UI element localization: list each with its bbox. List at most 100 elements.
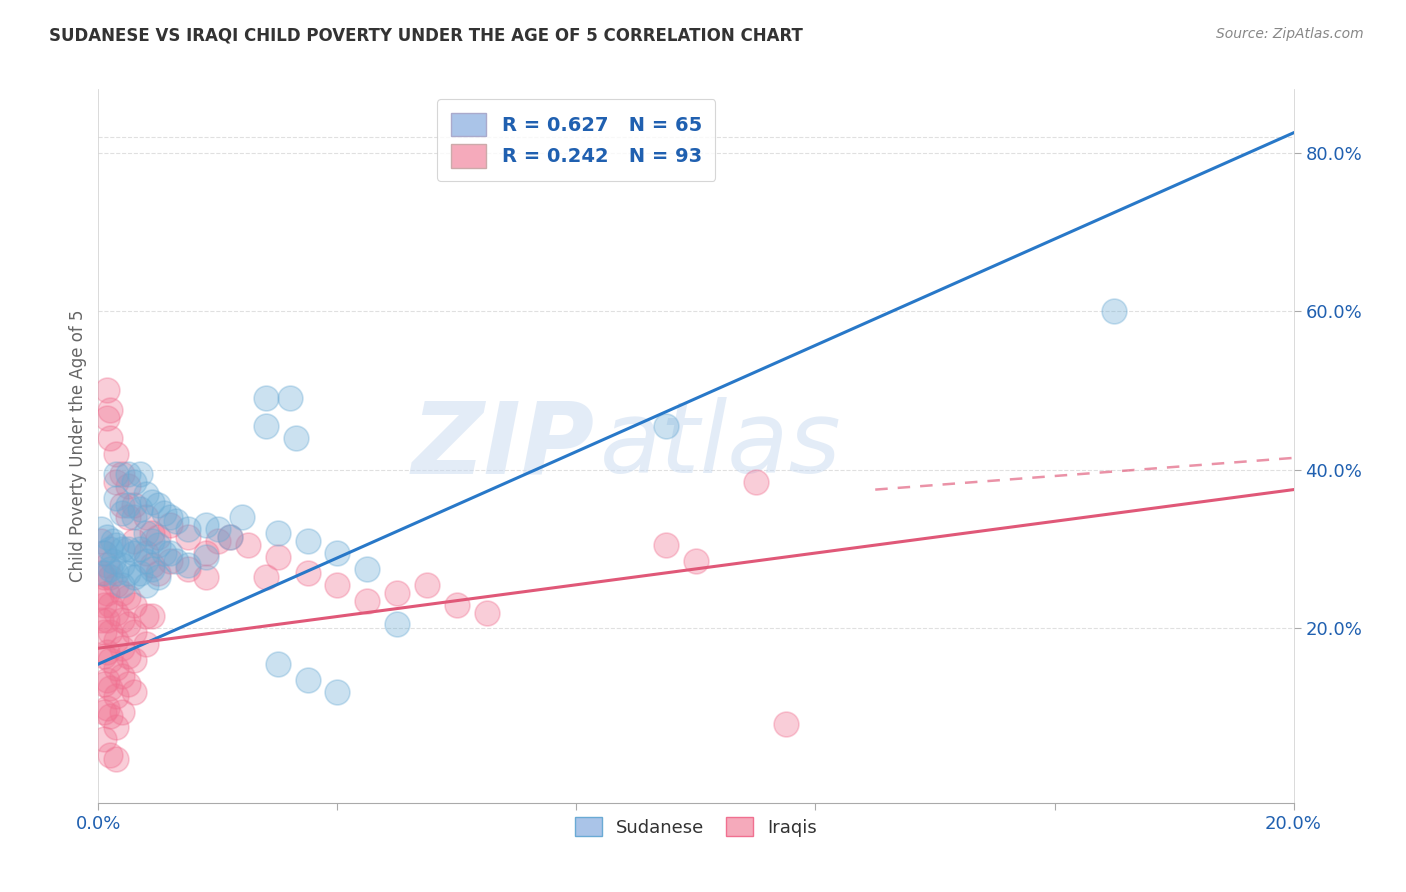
Point xyxy=(159,546,181,560)
Point xyxy=(745,475,768,489)
Point xyxy=(98,708,122,723)
Point xyxy=(141,558,163,572)
Point xyxy=(96,411,118,425)
Point xyxy=(117,566,139,580)
Point xyxy=(195,546,218,560)
Point xyxy=(111,467,134,481)
Point xyxy=(141,494,163,508)
Y-axis label: Child Poverty Under the Age of 5: Child Poverty Under the Age of 5 xyxy=(69,310,87,582)
Point xyxy=(98,653,122,667)
Point xyxy=(326,578,349,592)
Point xyxy=(93,732,115,747)
Point xyxy=(177,558,200,572)
Point xyxy=(297,534,319,549)
Point xyxy=(356,562,378,576)
Point xyxy=(90,522,112,536)
Point xyxy=(385,617,409,632)
Point xyxy=(135,510,157,524)
Point xyxy=(326,546,349,560)
Point xyxy=(177,522,200,536)
Point xyxy=(148,566,170,580)
Point xyxy=(284,431,307,445)
Point xyxy=(124,510,146,524)
Point xyxy=(219,530,242,544)
Point xyxy=(103,554,125,568)
Point xyxy=(141,562,163,576)
Point xyxy=(105,467,128,481)
Point xyxy=(98,562,122,576)
Point xyxy=(93,598,115,612)
Text: Source: ZipAtlas.com: Source: ZipAtlas.com xyxy=(1216,27,1364,41)
Point xyxy=(153,546,176,560)
Point xyxy=(111,542,134,557)
Point xyxy=(90,566,112,580)
Point xyxy=(124,546,146,560)
Point xyxy=(165,554,187,568)
Point xyxy=(159,554,181,568)
Point xyxy=(111,641,134,656)
Point xyxy=(177,562,200,576)
Point xyxy=(159,518,181,533)
Point xyxy=(93,570,115,584)
Point xyxy=(129,467,152,481)
Point xyxy=(267,549,290,564)
Point xyxy=(111,558,134,572)
Point xyxy=(90,614,112,628)
Point xyxy=(105,475,128,489)
Point xyxy=(655,419,678,434)
Point xyxy=(148,570,170,584)
Point xyxy=(129,542,152,557)
Point xyxy=(117,677,139,691)
Point xyxy=(416,578,439,592)
Point xyxy=(105,566,128,580)
Point xyxy=(111,507,134,521)
Point xyxy=(297,673,319,687)
Point xyxy=(385,585,409,599)
Point xyxy=(105,606,128,620)
Text: atlas: atlas xyxy=(600,398,842,494)
Point xyxy=(96,530,118,544)
Point xyxy=(124,534,146,549)
Point xyxy=(117,617,139,632)
Point xyxy=(254,419,277,434)
Point xyxy=(685,554,707,568)
Point xyxy=(98,431,122,445)
Point xyxy=(655,538,678,552)
Point xyxy=(141,526,163,541)
Point xyxy=(90,590,112,604)
Point xyxy=(93,625,115,640)
Point xyxy=(98,625,122,640)
Point xyxy=(111,705,134,719)
Point xyxy=(103,534,125,549)
Point xyxy=(96,645,118,659)
Point xyxy=(135,578,157,592)
Point xyxy=(93,566,115,580)
Point xyxy=(98,598,122,612)
Point xyxy=(124,653,146,667)
Point xyxy=(475,606,498,620)
Point xyxy=(356,593,378,607)
Point xyxy=(98,681,122,695)
Point xyxy=(98,748,122,763)
Point xyxy=(148,538,170,552)
Point xyxy=(96,673,118,687)
Point xyxy=(98,542,122,557)
Point xyxy=(254,392,277,406)
Point xyxy=(93,705,115,719)
Point xyxy=(96,558,118,572)
Point xyxy=(111,578,134,592)
Point xyxy=(267,526,290,541)
Point xyxy=(96,585,118,599)
Point xyxy=(135,609,157,624)
Legend: Sudanese, Iraqis: Sudanese, Iraqis xyxy=(568,810,824,844)
Point xyxy=(148,499,170,513)
Point xyxy=(117,467,139,481)
Point xyxy=(195,518,218,533)
Point xyxy=(93,546,115,560)
Point xyxy=(124,598,146,612)
Point xyxy=(105,721,128,735)
Point xyxy=(96,384,118,398)
Point xyxy=(446,598,468,612)
Point xyxy=(135,637,157,651)
Point xyxy=(111,614,134,628)
